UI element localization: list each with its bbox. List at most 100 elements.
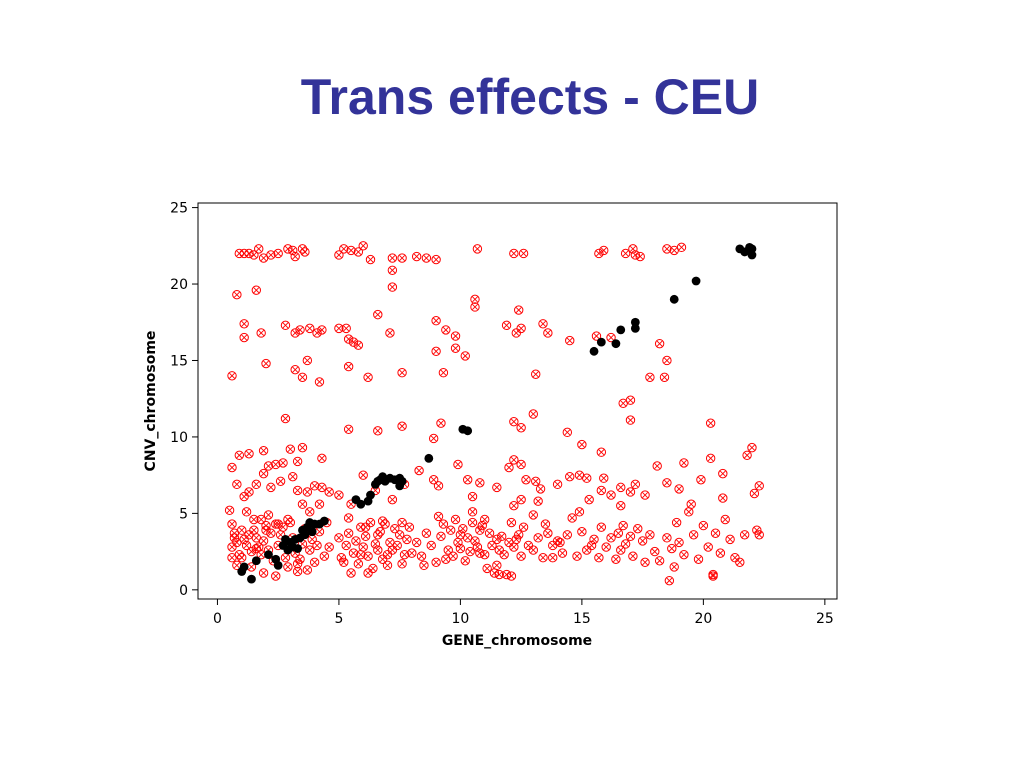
trans-point — [241, 540, 252, 551]
trans-point — [283, 514, 293, 525]
trans-point — [654, 338, 665, 349]
trans-point — [433, 511, 444, 522]
trans-point — [531, 369, 541, 379]
trans-point — [438, 519, 449, 529]
x-tick-label: 20 — [694, 611, 712, 627]
trans-point — [664, 575, 675, 586]
cis-point — [611, 339, 621, 349]
trans-point — [290, 328, 300, 338]
cis-point — [366, 490, 375, 500]
cis-point — [596, 337, 606, 347]
trans-point — [594, 553, 604, 563]
trans-point — [669, 562, 679, 572]
trans-point — [482, 563, 492, 574]
trans-point — [671, 517, 682, 528]
trans-point — [309, 481, 320, 491]
trans-point — [596, 447, 607, 457]
trans-point — [688, 530, 699, 540]
trans-point — [237, 525, 247, 535]
trans-point — [613, 528, 624, 538]
trans-point — [300, 247, 310, 257]
trans-point — [509, 501, 519, 511]
trans-point — [314, 377, 325, 387]
trans-point — [302, 355, 313, 366]
trans-point — [494, 569, 504, 580]
trans-point — [224, 505, 235, 516]
trans-point — [341, 540, 351, 551]
trans-point — [441, 554, 451, 564]
cis-point — [319, 516, 329, 526]
trans-point — [735, 557, 745, 568]
trans-point — [239, 332, 249, 343]
y-tick-label: 20 — [170, 277, 188, 293]
trans-point — [462, 475, 473, 485]
trans-point — [616, 501, 626, 511]
trans-point — [404, 522, 415, 532]
x-tick-label: 0 — [213, 611, 222, 627]
trans-point — [317, 453, 327, 464]
trans-point — [514, 305, 524, 315]
trans-point — [234, 248, 245, 259]
trans-point — [516, 459, 526, 470]
trans-point — [645, 372, 655, 383]
trans-point — [363, 568, 373, 578]
trans-point — [679, 458, 689, 468]
trans-point — [336, 553, 347, 563]
trans-point — [358, 470, 368, 480]
trans-point — [441, 325, 451, 335]
trans-point — [567, 513, 577, 523]
trans-point — [599, 245, 609, 256]
trans-point — [628, 551, 638, 561]
trans-point — [271, 571, 281, 581]
y-tick-label: 0 — [179, 583, 188, 599]
trans-point — [385, 328, 395, 338]
cis-point — [273, 560, 283, 570]
trans-point — [718, 468, 728, 479]
trans-point — [594, 248, 604, 259]
trans-point — [280, 553, 291, 563]
trans-point — [470, 302, 480, 312]
trans-point — [630, 479, 641, 490]
trans-point — [249, 250, 259, 260]
trans-point — [251, 479, 262, 490]
trans-point — [453, 459, 463, 470]
trans-point — [625, 487, 636, 497]
trans-point — [698, 520, 709, 531]
x-axis-title: GENE_chromosome — [442, 633, 592, 649]
trans-point — [591, 331, 602, 341]
trans-point — [373, 309, 383, 320]
trans-point — [305, 545, 315, 555]
y-tick-label: 25 — [170, 201, 188, 217]
trans-point — [246, 562, 257, 572]
trans-point — [258, 536, 269, 546]
y-tick-label: 5 — [179, 506, 188, 522]
trans-point — [339, 244, 349, 254]
trans-point — [234, 450, 245, 460]
trans-point — [528, 510, 538, 520]
trans-point — [606, 490, 616, 500]
trans-point — [346, 245, 356, 256]
trans-point — [509, 416, 519, 427]
trans-point — [662, 478, 672, 488]
trans-point — [674, 537, 684, 548]
trans-point — [227, 371, 237, 381]
trans-point — [317, 482, 327, 493]
trans-point — [465, 546, 475, 557]
trans-point — [652, 461, 662, 471]
trans-point — [528, 545, 538, 555]
trans-point — [584, 494, 594, 505]
y-tick-label: 10 — [170, 430, 188, 446]
trans-point — [266, 482, 276, 493]
trans-point — [227, 519, 237, 529]
trans-point — [232, 290, 242, 300]
trans-point — [752, 525, 762, 535]
y-axis-title: CNV_chromosome — [143, 331, 159, 472]
trans-point — [348, 337, 359, 347]
trans-point — [283, 244, 293, 254]
trans-point — [504, 462, 514, 473]
cis-point — [307, 527, 317, 537]
cis-point — [293, 544, 303, 553]
trans-point — [249, 525, 259, 535]
trans-point — [348, 548, 359, 558]
trans-point — [686, 499, 696, 509]
